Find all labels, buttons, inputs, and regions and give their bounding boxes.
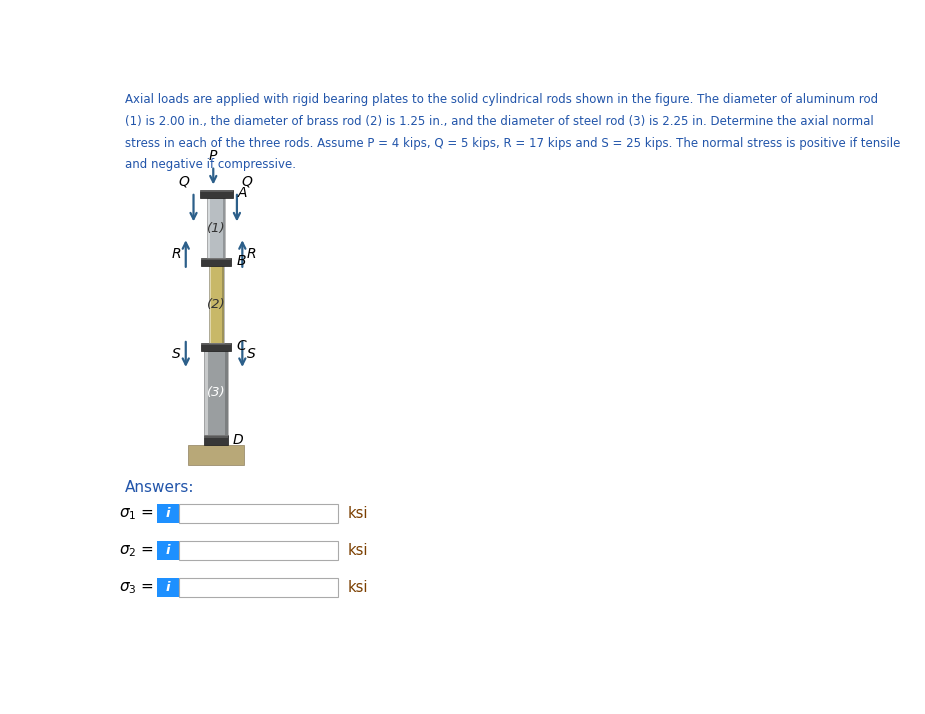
Text: Axial loads are applied with rigid bearing plates to the solid cylindrical rods : Axial loads are applied with rigid beari…	[125, 93, 878, 106]
Polygon shape	[204, 436, 228, 445]
FancyBboxPatch shape	[179, 578, 338, 598]
Polygon shape	[204, 351, 228, 436]
Text: $\sigma_1$ =: $\sigma_1$ =	[119, 506, 154, 522]
Text: (2): (2)	[207, 298, 226, 311]
Polygon shape	[200, 190, 233, 192]
Polygon shape	[200, 190, 233, 198]
Text: R: R	[247, 246, 256, 261]
Text: A: A	[238, 186, 247, 201]
Text: P: P	[209, 149, 217, 163]
Polygon shape	[207, 198, 210, 258]
Text: $\sigma_2$ =: $\sigma_2$ =	[119, 543, 154, 558]
Text: Answers:: Answers:	[125, 480, 194, 495]
Text: Q: Q	[178, 175, 189, 189]
FancyBboxPatch shape	[179, 541, 338, 560]
Polygon shape	[189, 445, 244, 465]
Text: i: i	[166, 544, 170, 557]
Text: S: S	[247, 348, 255, 361]
Text: and negative if compressive.: and negative if compressive.	[125, 159, 296, 171]
Polygon shape	[202, 343, 231, 351]
Text: $\sigma_3$ =: $\sigma_3$ =	[119, 580, 154, 595]
Text: stress in each of the three rods. Assume P = 4 kips, Q = 5 kips, R = 17 kips and: stress in each of the three rods. Assume…	[125, 136, 900, 149]
Text: ksi: ksi	[348, 543, 368, 558]
Text: i: i	[166, 581, 170, 594]
Polygon shape	[226, 351, 228, 436]
Polygon shape	[209, 266, 212, 343]
Polygon shape	[202, 343, 231, 345]
Polygon shape	[204, 436, 228, 438]
Text: ksi: ksi	[348, 506, 368, 521]
Polygon shape	[209, 266, 224, 343]
Polygon shape	[202, 258, 231, 260]
Text: B: B	[236, 254, 246, 268]
Polygon shape	[202, 258, 231, 266]
Polygon shape	[223, 198, 226, 258]
FancyBboxPatch shape	[157, 504, 179, 523]
Text: (3): (3)	[207, 386, 226, 399]
Text: S: S	[172, 348, 181, 361]
FancyBboxPatch shape	[157, 578, 179, 598]
Polygon shape	[204, 351, 208, 436]
Text: (1): (1)	[207, 221, 226, 235]
Text: Q: Q	[241, 175, 253, 189]
FancyBboxPatch shape	[157, 541, 179, 560]
Text: R: R	[171, 246, 181, 261]
Text: i: i	[166, 508, 170, 521]
Text: (1) is 2.00 in., the diameter of brass rod (2) is 1.25 in., and the diameter of : (1) is 2.00 in., the diameter of brass r…	[125, 114, 874, 128]
Polygon shape	[222, 266, 224, 343]
Text: C: C	[236, 339, 246, 353]
FancyBboxPatch shape	[179, 504, 338, 523]
Polygon shape	[207, 198, 226, 258]
Text: ksi: ksi	[348, 580, 368, 595]
Text: D: D	[233, 433, 243, 447]
